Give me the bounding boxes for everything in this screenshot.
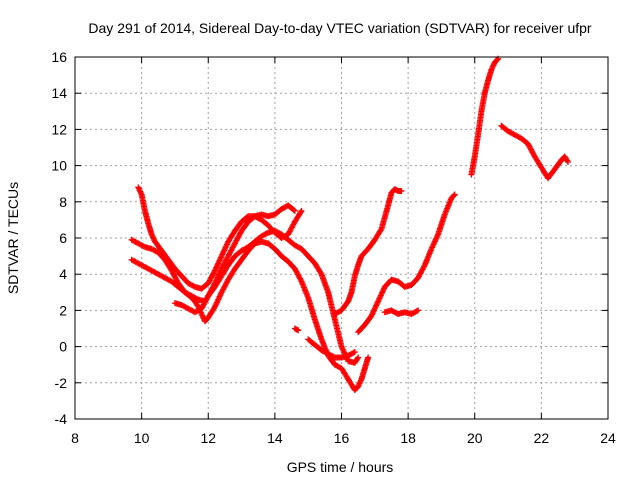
y-tick-label: 12 bbox=[51, 121, 67, 137]
y-tick-label: 8 bbox=[59, 194, 67, 210]
data-point bbox=[450, 192, 457, 199]
data-point bbox=[290, 206, 297, 213]
data-point bbox=[355, 354, 362, 361]
x-tick-label: 18 bbox=[400, 430, 416, 446]
y-axis-label: SDTVAR / TECUs bbox=[5, 182, 21, 294]
plot-frame bbox=[74, 56, 609, 420]
y-tick-label: 0 bbox=[59, 339, 67, 355]
y-tick-label: 4 bbox=[59, 266, 67, 282]
data-series bbox=[171, 202, 298, 316]
data-series bbox=[331, 186, 405, 318]
y-tick-label: 2 bbox=[59, 302, 67, 318]
data-series bbox=[381, 307, 422, 318]
y-tick-label: 10 bbox=[51, 158, 67, 174]
x-tick-label: 8 bbox=[71, 430, 79, 446]
data-series bbox=[135, 184, 305, 292]
data-point bbox=[398, 187, 405, 194]
data-point bbox=[565, 158, 572, 165]
data-point bbox=[263, 230, 270, 237]
data-point bbox=[190, 283, 197, 290]
x-tick-label: 12 bbox=[200, 430, 216, 446]
data-points bbox=[128, 55, 572, 394]
y-tick-label: -4 bbox=[55, 411, 68, 427]
x-tick-label: 24 bbox=[600, 430, 616, 446]
y-tick-labels: -4 -2 0 2 4 6 8 10 12 14 16 bbox=[51, 49, 67, 427]
data-point bbox=[413, 308, 420, 315]
data-series bbox=[468, 55, 502, 178]
data-series bbox=[305, 336, 358, 361]
x-tick-label: 20 bbox=[467, 430, 483, 446]
data-point bbox=[451, 191, 458, 198]
data-series bbox=[498, 122, 572, 182]
x-tick-label: 16 bbox=[334, 430, 350, 446]
chart-title: Day 291 of 2014, Sidereal Day-to-day VTE… bbox=[88, 20, 592, 36]
data-point bbox=[365, 354, 372, 361]
data-point bbox=[291, 207, 298, 214]
data-series bbox=[291, 325, 302, 334]
y-tick-label: 14 bbox=[51, 85, 67, 101]
x-tick-label: 22 bbox=[534, 430, 550, 446]
data-point bbox=[330, 353, 337, 360]
data-point bbox=[295, 327, 302, 334]
data-point bbox=[351, 349, 358, 356]
data-point bbox=[494, 56, 501, 63]
y-tick-label: 16 bbox=[51, 49, 67, 65]
x-tick-label: 14 bbox=[267, 430, 283, 446]
data-point bbox=[298, 207, 305, 214]
data-point bbox=[415, 307, 422, 314]
y-tick-label: 6 bbox=[59, 230, 67, 246]
x-axis-label: GPS time / hours bbox=[287, 459, 394, 475]
y-tick-label: -2 bbox=[55, 375, 68, 391]
x-tick-labels: 8 10 12 14 16 18 20 22 24 bbox=[71, 430, 616, 446]
x-tick-label: 10 bbox=[134, 430, 150, 446]
grid-lines bbox=[75, 57, 608, 419]
data-series bbox=[355, 191, 458, 336]
data-point bbox=[350, 349, 357, 356]
data-point bbox=[140, 243, 147, 250]
